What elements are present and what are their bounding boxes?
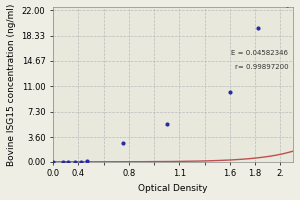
Text: E = 0.04582346: E = 0.04582346 [231,50,288,56]
Text: r= 0.99897200: r= 0.99897200 [235,64,288,70]
Point [284,3,289,7]
Point [51,160,56,163]
Point [164,122,169,126]
Point [85,159,90,162]
Point [72,160,77,163]
Y-axis label: Bovine ISG15 concentration (ng/ml): Bovine ISG15 concentration (ng/ml) [7,3,16,166]
X-axis label: Optical Density: Optical Density [138,184,208,193]
Point [255,26,260,29]
Point [120,141,125,144]
Point [79,160,83,163]
Point [227,90,232,93]
Point [66,160,71,163]
Point [61,160,66,163]
